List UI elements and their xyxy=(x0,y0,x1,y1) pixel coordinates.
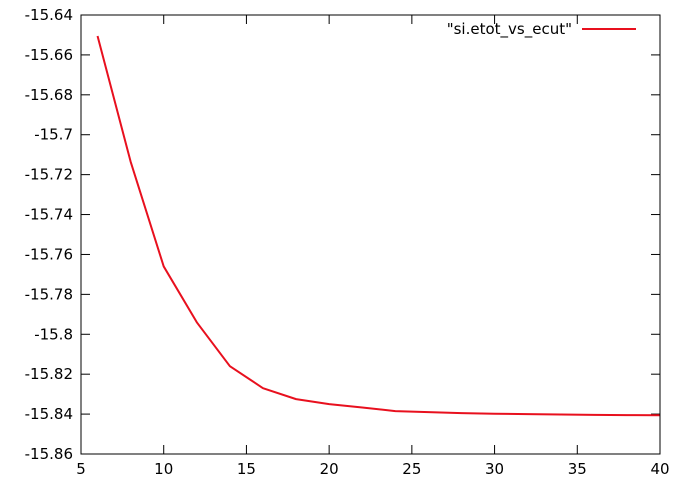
y-tick-label: -15.84 xyxy=(25,405,73,423)
y-tick-label: -15.68 xyxy=(25,86,73,104)
x-tick-label: 40 xyxy=(650,460,669,478)
x-tick-label: 25 xyxy=(402,460,421,478)
y-tick-label: -15.8 xyxy=(34,325,73,343)
x-tick-label: 35 xyxy=(568,460,587,478)
y-tick-label: -15.78 xyxy=(25,285,73,303)
y-tick-label: -15.74 xyxy=(25,206,73,224)
x-tick-label: 10 xyxy=(154,460,173,478)
y-tick-label: -15.76 xyxy=(25,245,73,263)
y-tick-label: -15.66 xyxy=(25,46,73,64)
y-tick-label: -15.72 xyxy=(25,166,73,184)
y-tick-label: -15.64 xyxy=(25,6,73,24)
y-tick-label: -15.7 xyxy=(34,126,73,144)
plot-frame xyxy=(80,14,661,455)
x-tick-labels: 5 10 15 20 25 30 35 40 xyxy=(76,460,669,478)
legend: "si.etot_vs_ecut" xyxy=(447,20,636,39)
x-tick-label: 5 xyxy=(76,460,86,478)
series-line-si-etot-vs-ecut xyxy=(96,35,661,417)
y-tick-label: -15.86 xyxy=(25,445,73,463)
series-layer xyxy=(96,35,661,417)
x-tick-label: 20 xyxy=(320,460,339,478)
y-tick-labels: -15.64 -15.66 -15.68 -15.7 -15.72 -15.74 -15.7… xyxy=(25,6,73,463)
x-tick-label: 30 xyxy=(485,460,504,478)
legend-label-si-etot-vs-ecut: "si.etot_vs_ecut" xyxy=(447,20,572,39)
y-tick-label: -15.82 xyxy=(25,365,73,383)
x-tick-label: 15 xyxy=(237,460,256,478)
